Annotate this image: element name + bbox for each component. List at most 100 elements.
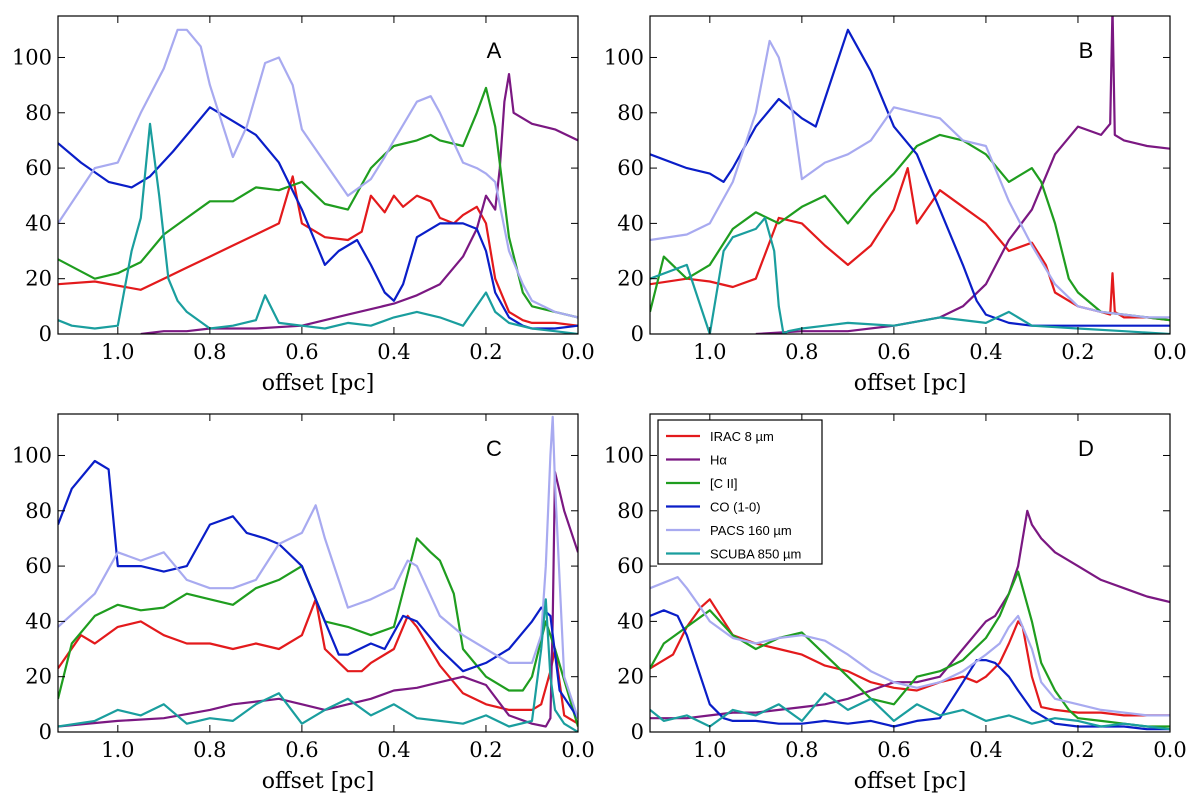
x-tick-label: 1.0 xyxy=(693,340,726,364)
panel-b: 0 20 40 60 80 100 1.0 0.8 0.6 0.4 0.2 0.0 offset [pc… xyxy=(604,15,1187,396)
y-tick-label: 60 xyxy=(617,554,644,578)
legend-item-irac: IRAC 8 µm xyxy=(666,429,774,444)
series-line-pacs xyxy=(58,415,578,719)
legend-item-halpha: Hα xyxy=(666,453,727,468)
legend-label: SCUBA 850 µm xyxy=(710,547,801,562)
y-tick-label: 100 xyxy=(12,45,52,69)
x-tick-label: 0.6 xyxy=(877,738,910,762)
legend-label: PACS 160 µm xyxy=(710,523,792,538)
x-tick-label: 0.4 xyxy=(377,738,410,762)
x-axis-label: offset [pc] xyxy=(854,371,967,396)
panel-label: A xyxy=(487,38,502,63)
x-tick-label: 0.2 xyxy=(1061,340,1094,364)
series-line-co xyxy=(58,459,578,719)
legend-box xyxy=(657,419,823,565)
plot-frame xyxy=(57,15,579,335)
y-tick-label: 80 xyxy=(617,499,644,523)
series-group xyxy=(650,16,1170,334)
series-group xyxy=(58,415,578,732)
y-tick-label: 0 xyxy=(39,720,52,744)
legend-label: IRAC 8 µm xyxy=(710,429,774,444)
y-tick-label: 80 xyxy=(25,101,52,125)
x-tick-label: 0.0 xyxy=(561,340,594,364)
x-axis-label: offset [pc] xyxy=(262,769,375,794)
y-tick-label: 0 xyxy=(631,322,644,346)
series-line-irac xyxy=(650,167,1170,322)
x-tick-label: 0.8 xyxy=(193,340,226,364)
legend-label: Hα xyxy=(710,453,727,468)
series-line-halpha xyxy=(140,72,578,334)
x-tick-label: 0.0 xyxy=(1153,738,1186,762)
panel-a: 0 20 40 60 80 100 1.0 0.8 0.6 0.4 0.2 0.0 offset [pc… xyxy=(12,15,595,396)
x-tick-label: 0.2 xyxy=(469,738,502,762)
x-axis-label: offset [pc] xyxy=(262,371,375,396)
series-line-scuba xyxy=(58,122,578,334)
y-tick-label: 80 xyxy=(617,101,644,125)
series-line-co xyxy=(58,106,578,330)
plot-frame xyxy=(649,15,1171,335)
series-group xyxy=(58,28,578,334)
legend-label: [C II] xyxy=(710,476,737,491)
y-tick-label: 100 xyxy=(604,45,644,69)
panel-label: C xyxy=(486,436,502,461)
y-tick-label: 20 xyxy=(25,267,52,291)
y-tick-label: 20 xyxy=(25,665,52,689)
panel-label: D xyxy=(1078,436,1094,461)
y-tick-label: 0 xyxy=(39,322,52,346)
y-tick-label: 0 xyxy=(631,720,644,744)
x-tick-label: 1.0 xyxy=(101,738,134,762)
panel-d: 0 20 40 60 80 100 1.0 0.8 0.6 0.4 0.2 0.0 offset [pc… xyxy=(604,413,1187,794)
x-tick-label: 0.2 xyxy=(469,340,502,364)
series-line-co xyxy=(650,609,1170,731)
y-tick-label: 60 xyxy=(25,554,52,578)
series-line-pacs xyxy=(58,28,578,319)
series-line-cii xyxy=(650,570,1170,728)
x-tick-label: 0.6 xyxy=(285,738,318,762)
x-tick-label: 0.6 xyxy=(877,340,910,364)
y-tick-label: 20 xyxy=(617,267,644,291)
series-line-scuba xyxy=(650,216,1170,334)
series-line-halpha xyxy=(755,16,1170,334)
y-tick-label: 100 xyxy=(604,443,644,467)
y-tick-label: 40 xyxy=(617,211,644,235)
x-tick-label: 0.4 xyxy=(969,738,1002,762)
legend-item-pacs: PACS 160 µm xyxy=(666,523,792,538)
series-line-cii xyxy=(58,86,578,319)
series-line-co xyxy=(650,28,1170,327)
x-tick-label: 0.0 xyxy=(561,738,594,762)
y-tick-label: 20 xyxy=(617,665,644,689)
series-line-scuba xyxy=(58,598,578,732)
y-tick-label: 40 xyxy=(25,609,52,633)
plot-frame xyxy=(649,413,1171,733)
series-line-halpha xyxy=(58,471,578,728)
series-group xyxy=(650,509,1170,731)
series-line-cii xyxy=(58,537,578,727)
legend-item-scuba: SCUBA 850 µm xyxy=(666,547,801,562)
x-tick-label: 0.6 xyxy=(285,340,318,364)
x-tick-label: 0.8 xyxy=(193,738,226,762)
x-tick-label: 0.8 xyxy=(785,340,818,364)
legend-label: CO (1-0) xyxy=(710,500,761,515)
y-tick-label: 100 xyxy=(12,443,52,467)
x-tick-label: 0.4 xyxy=(969,340,1002,364)
x-tick-label: 0.4 xyxy=(377,340,410,364)
legend-item-cii: [C II] xyxy=(666,476,737,491)
series-line-pacs xyxy=(650,39,1170,319)
series-line-cii xyxy=(650,133,1170,322)
y-tick-label: 40 xyxy=(617,609,644,633)
y-tick-label: 80 xyxy=(25,499,52,523)
y-tick-label: 60 xyxy=(25,156,52,180)
legend-item-co: CO (1-0) xyxy=(666,500,761,515)
panel-c: 0 20 40 60 80 100 1.0 0.8 0.6 0.4 0.2 0.0 offset [pc… xyxy=(12,413,595,794)
series-line-irac xyxy=(58,175,578,327)
plot-frame xyxy=(57,413,579,733)
y-tick-label: 60 xyxy=(617,156,644,180)
y-tick-label: 40 xyxy=(25,211,52,235)
series-line-pacs xyxy=(650,575,1170,717)
series-line-irac xyxy=(650,598,1170,717)
x-tick-label: 1.0 xyxy=(101,340,134,364)
legend: IRAC 8 µm Hα [C II] CO (1-0) PACS 160 µm SCUB… xyxy=(657,419,823,565)
x-tick-label: 0.0 xyxy=(1153,340,1186,364)
x-tick-label: 0.2 xyxy=(1061,738,1094,762)
